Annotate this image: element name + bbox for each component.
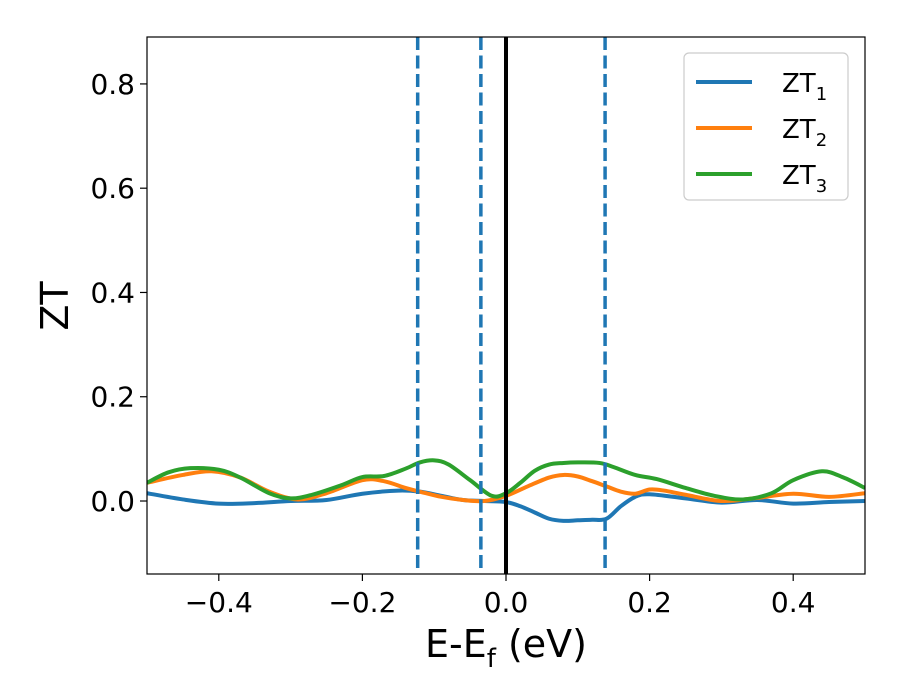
legend-label-1: ZT1 — [782, 69, 827, 105]
y-tick-label: 0.8 — [90, 68, 135, 101]
x-axis-title: E-Ef (eV) — [425, 622, 587, 674]
legend-box — [683, 52, 849, 201]
y-tick-label: 0.0 — [90, 485, 135, 518]
x-tick-label: 0.2 — [627, 586, 672, 619]
y-axis: 0.0 0.2 0.4 0.6 0.8 — [90, 68, 147, 518]
y-tick-label: 0.6 — [90, 172, 135, 205]
y-axis-title: ZT — [33, 281, 77, 331]
x-tick-label: −0.2 — [328, 586, 396, 619]
y-tick-label: 0.4 — [90, 276, 135, 309]
x-tick-label: −0.4 — [185, 586, 253, 619]
legend: ZT1 ZT2 ZT3 — [683, 52, 849, 201]
legend-label-2: ZT2 — [782, 115, 827, 151]
x-axis: −0.4 −0.2 0.0 0.2 0.4 — [185, 574, 816, 619]
legend-label-3: ZT3 — [782, 161, 827, 197]
y-tick-label: 0.2 — [90, 381, 135, 414]
x-tick-label: 0.4 — [771, 586, 816, 619]
x-tick-label: 0.0 — [484, 586, 529, 619]
series-line-1 — [147, 488, 865, 523]
plot-area — [147, 37, 865, 574]
